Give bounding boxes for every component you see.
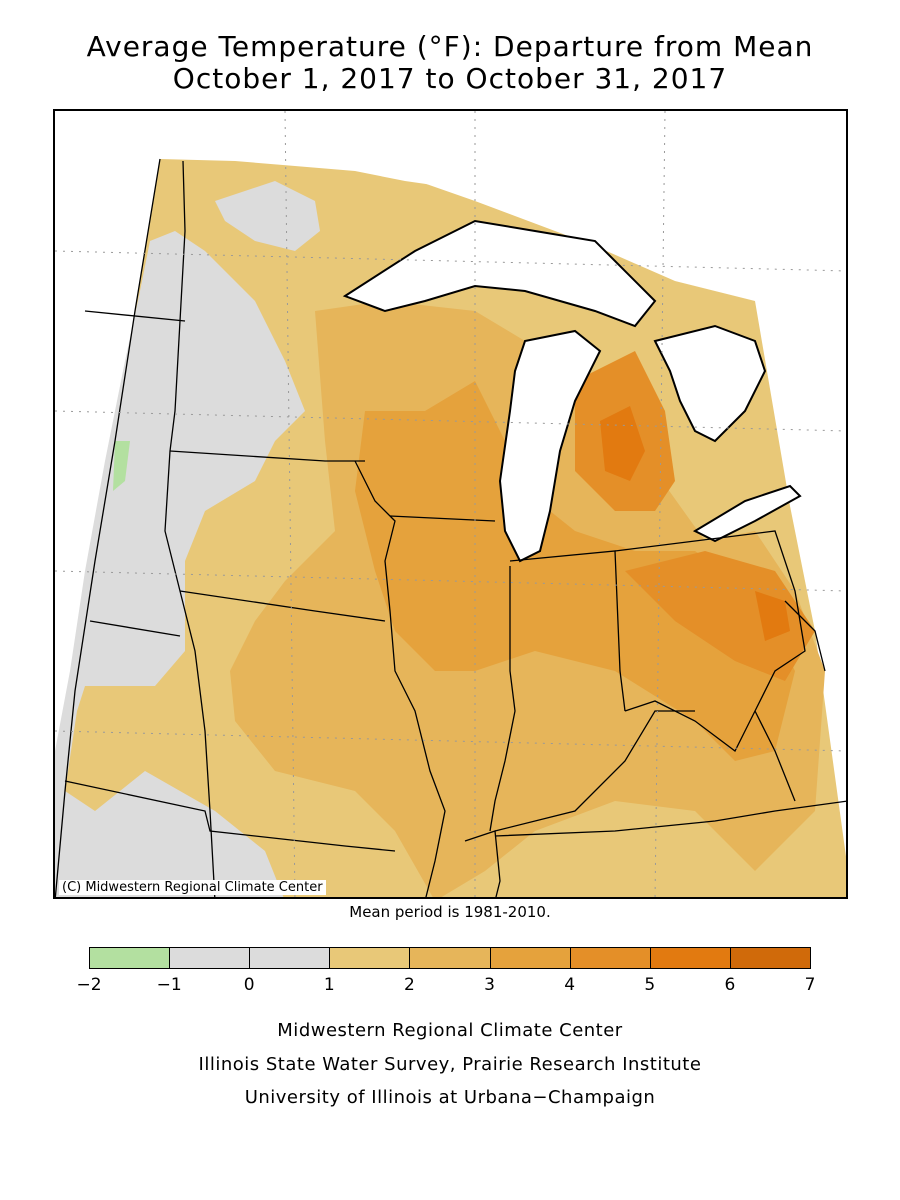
legend-tick-label: 1: [323, 975, 335, 995]
lake-huron: [653, 324, 767, 443]
legend-tick-label: −2: [76, 975, 102, 995]
legend-tick-label: 4: [564, 975, 576, 995]
lake-superior: [342, 219, 657, 328]
map-subtitle: October 1, 2017 to October 31, 2017: [172, 62, 728, 95]
legend-tick-label: 6: [724, 975, 736, 995]
legend-swatch: [649, 947, 731, 969]
color-legend: [89, 947, 811, 969]
legend-swatch: [489, 947, 571, 969]
legend-tick-label: 5: [644, 975, 656, 995]
legend-tick-label: 3: [484, 975, 495, 995]
legend-swatch: [249, 947, 331, 969]
canada-area: [55, 111, 846, 251]
mean-period-note: Mean period is 1981-2010.: [349, 903, 551, 921]
temperature-departure-map: [55, 111, 846, 897]
credit-line-3: University of Illinois at Urbana−Champai…: [244, 1087, 656, 1108]
copyright-label: (C) Midwestern Regional Climate Center: [59, 880, 326, 895]
legend-tick-label: −1: [156, 975, 182, 995]
zone-5-6: [600, 406, 645, 481]
credit-line-2: Illinois State Water Survey, Prairie Res…: [198, 1054, 702, 1075]
lake-michigan: [498, 329, 602, 563]
zone-3-4: [355, 381, 795, 761]
legend-swatch: [89, 947, 171, 969]
legend-swatch: [569, 947, 651, 969]
zone-4-5-ohio: [625, 551, 815, 681]
lake-erie: [692, 484, 802, 543]
legend-swatch: [169, 947, 251, 969]
legend-swatch: [729, 947, 811, 969]
legend-tick-label: 2: [404, 975, 415, 995]
map-title: Average Temperature (°F): Departure from…: [86, 30, 814, 63]
near-normal-zone: [55, 231, 305, 897]
legend-swatch: [409, 947, 491, 969]
near-normal-zone-north: [215, 181, 320, 251]
map-frame: (C) Midwestern Regional Climate Center: [53, 109, 848, 899]
credit-line-1: Midwestern Regional Climate Center: [277, 1020, 623, 1041]
state-borders: [55, 158, 846, 897]
zone-5-6-ohio: [755, 591, 790, 641]
legend-tick-label: 7: [804, 975, 816, 995]
below-normal-zone: [113, 441, 130, 491]
legend-tick-label: 0: [243, 975, 255, 995]
legend-swatch: [329, 947, 411, 969]
